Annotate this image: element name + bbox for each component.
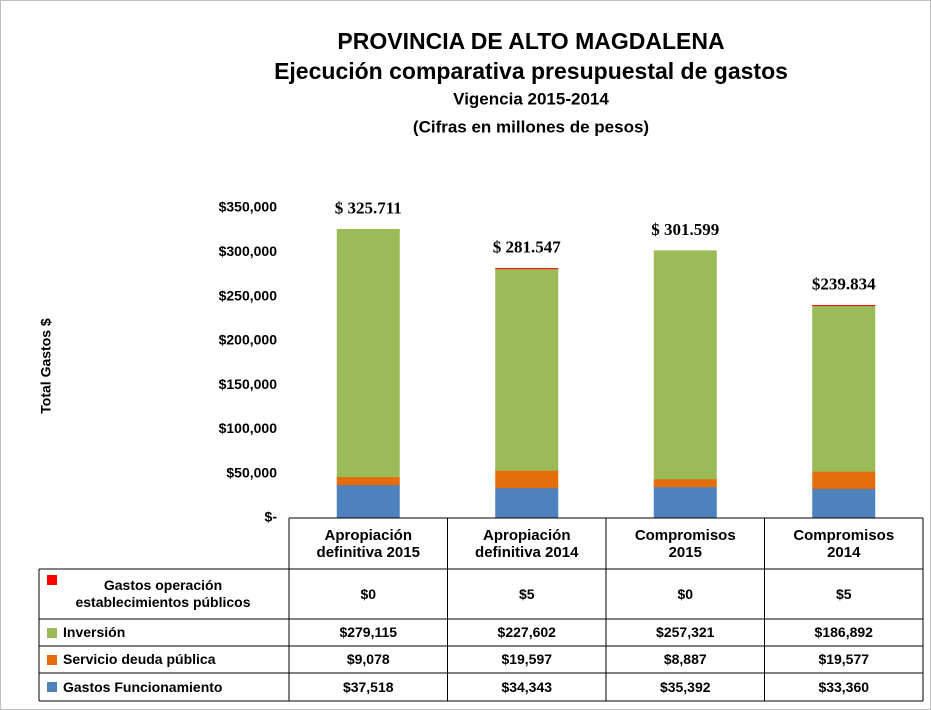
y-tick-label: $- bbox=[265, 509, 278, 525]
total-label: $ 301.599 bbox=[651, 220, 719, 239]
category-label: Apropiación definitiva 2014 bbox=[448, 518, 607, 569]
category-label: Apropiación definitiva 2015 bbox=[289, 518, 448, 569]
bar-segment bbox=[653, 250, 717, 480]
table-value: $0 bbox=[360, 585, 377, 602]
table-value: $5 bbox=[518, 585, 535, 602]
legend-label: Gastos operación establecimientos públic… bbox=[75, 577, 251, 610]
category-label: Compromisos 2015 bbox=[606, 518, 765, 569]
legend-swatch bbox=[47, 627, 57, 638]
y-tick-label: $150,000 bbox=[219, 376, 278, 392]
bar-segment bbox=[336, 476, 400, 486]
table-value: $8,887 bbox=[663, 651, 707, 667]
bar-segment bbox=[812, 305, 876, 472]
y-tick-label: $50,000 bbox=[226, 464, 277, 480]
total-label: $ 325.711 bbox=[335, 198, 402, 217]
table-value: $9,078 bbox=[346, 651, 390, 667]
table-value: $279,115 bbox=[339, 624, 398, 640]
legend-swatch bbox=[47, 575, 57, 585]
category-label: Compromisos 2014 bbox=[765, 518, 924, 569]
total-label: $ 281.547 bbox=[493, 238, 562, 257]
table-value: $186,892 bbox=[814, 624, 873, 640]
y-tick-label: $100,000 bbox=[219, 420, 278, 436]
legend-item: Inversión bbox=[47, 619, 285, 646]
y-tick-label: $300,000 bbox=[219, 243, 278, 259]
chart-subtitle: Ejecución comparativa presupuestal de ga… bbox=[274, 58, 788, 84]
y-tick-label: $200,000 bbox=[219, 332, 278, 348]
bar-segment bbox=[336, 229, 400, 478]
table-value: $35,392 bbox=[659, 678, 711, 695]
table-value: $19,597 bbox=[501, 651, 553, 667]
bar-segment bbox=[812, 487, 876, 519]
chart-subtitle: (Cifras en millones de pesos) bbox=[413, 117, 649, 136]
bar-segment bbox=[812, 470, 876, 489]
table-value: $5 bbox=[835, 585, 852, 602]
legend-item: Gastos operación establecimientos públic… bbox=[47, 569, 285, 619]
y-tick-label: $250,000 bbox=[219, 287, 278, 303]
table-value: $33,360 bbox=[818, 678, 870, 695]
legend-swatch bbox=[47, 654, 57, 665]
table-value: $257,321 bbox=[656, 624, 715, 640]
bar-segment bbox=[495, 469, 559, 489]
legend-label: Servicio deuda pública bbox=[63, 651, 216, 667]
bar-segment bbox=[653, 486, 717, 519]
legend-label: Gastos Funcionamiento bbox=[63, 678, 223, 695]
bar-segment bbox=[495, 268, 559, 471]
table-value: $19,577 bbox=[818, 651, 870, 667]
category-text: Apropiación definitiva 2015 bbox=[316, 526, 420, 561]
category-text: Compromisos 2014 bbox=[793, 526, 895, 561]
legend-label: Inversión bbox=[63, 624, 126, 640]
table-value: $37,518 bbox=[342, 678, 394, 695]
y-axis-label: Total Gastos $ bbox=[38, 318, 54, 414]
legend-swatch bbox=[47, 682, 57, 692]
bar-segment bbox=[336, 484, 400, 519]
total-label: $239.834 bbox=[812, 274, 876, 293]
chart-subtitle: Vigencia 2015-2014 bbox=[453, 89, 609, 108]
category-text: Apropiación definitiva 2014 bbox=[475, 526, 579, 561]
bar-segment bbox=[495, 487, 559, 519]
bar-segment bbox=[653, 478, 717, 488]
legend-item: Servicio deuda pública bbox=[47, 646, 285, 673]
y-tick-label: $350,000 bbox=[219, 199, 278, 215]
category-text: Compromisos 2015 bbox=[634, 526, 736, 561]
legend-item: Gastos Funcionamiento bbox=[47, 673, 285, 701]
table-value: $227,602 bbox=[497, 624, 556, 640]
chart-title: PROVINCIA DE ALTO MAGDALENA bbox=[337, 28, 724, 54]
table-value: $0 bbox=[677, 585, 694, 602]
table-value: $34,343 bbox=[501, 678, 553, 695]
